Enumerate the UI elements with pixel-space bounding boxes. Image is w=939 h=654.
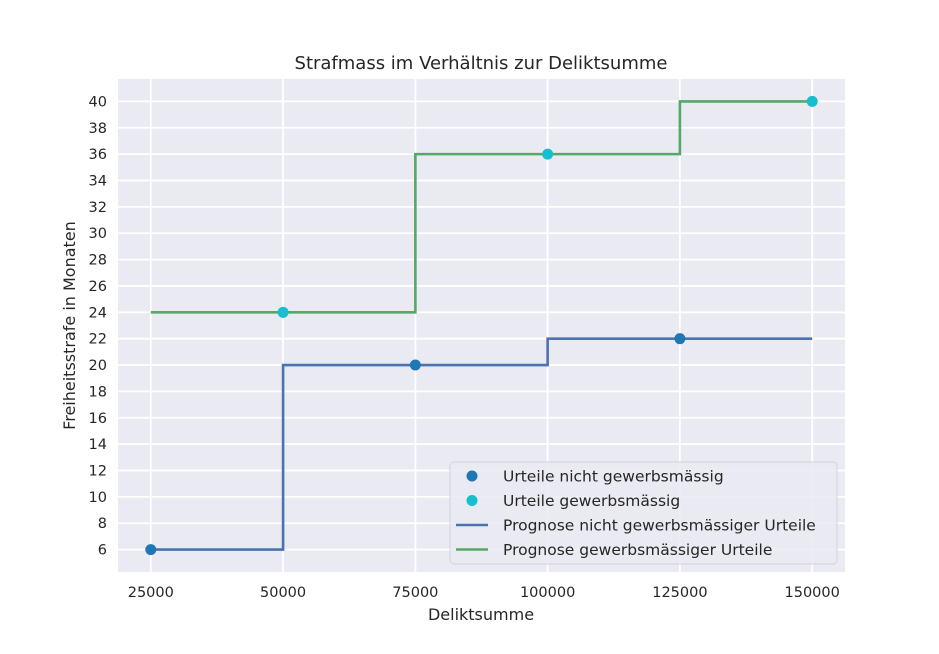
y-tick-label-11: 28 [89, 253, 107, 269]
legend-marker-0 [466, 470, 478, 482]
y-tick-label-17: 40 [89, 94, 107, 110]
y-tick-label-12: 30 [89, 226, 107, 242]
y-tick-label-8: 22 [89, 332, 107, 348]
chart-title: Strafmass im Verhältnis zur Deliktsumme [295, 53, 668, 74]
x-tick-label-2: 75000 [392, 585, 438, 601]
series-1-point-1 [542, 148, 554, 160]
y-tick-label-15: 36 [89, 147, 107, 163]
x-tick-labels: 25000 50000 75000 100000 125000 150000 [128, 585, 840, 601]
y-tick-label-0: 6 [98, 543, 107, 559]
y-tick-label-4: 14 [89, 437, 107, 453]
series-0-point-2 [674, 333, 686, 345]
y-tick-label-1: 8 [98, 516, 107, 532]
x-tick-label-5: 150000 [785, 585, 840, 601]
series-points [145, 95, 818, 556]
legend-label-3: Prognose gewerbsmässiger Urteile [503, 541, 772, 559]
y-tick-label-14: 34 [89, 174, 107, 190]
y-tick-label-16: 38 [89, 121, 107, 137]
x-tick-label-1: 50000 [260, 585, 306, 601]
x-tick-label-0: 25000 [128, 585, 174, 601]
legend: Urteile nicht gewerbsmässig Urteile gewer… [449, 461, 838, 565]
y-tick-label-3: 12 [89, 464, 107, 480]
x-tick-label-3: 100000 [520, 585, 575, 601]
series-0-point-0 [145, 544, 157, 556]
legend-frame [449, 461, 838, 565]
x-axis-label: Deliktsumme [428, 605, 534, 624]
series-0-point-1 [409, 359, 421, 371]
series-1-point-2 [806, 95, 818, 107]
y-axis-label: Freiheitsstrafe in Monaten [60, 221, 79, 430]
y-tick-label-2: 10 [89, 490, 107, 506]
y-tick-label-5: 16 [89, 411, 107, 427]
legend-label-1: Urteile gewerbsmässig [503, 492, 680, 510]
legend-label-2: Prognose nicht gewerbsmässiger Urteile [503, 517, 816, 535]
x-tick-label-4: 125000 [652, 585, 707, 601]
y-tick-label-6: 18 [89, 384, 107, 400]
y-tick-label-9: 24 [89, 305, 107, 321]
y-tick-label-10: 26 [89, 279, 107, 295]
y-tick-label-7: 20 [89, 358, 107, 374]
legend-marker-1 [466, 495, 478, 506]
legend-label-0: Urteile nicht gewerbsmässig [503, 468, 724, 486]
series-1-point-0 [277, 306, 289, 318]
y-tick-label-13: 32 [89, 200, 107, 216]
y-tick-labels: 6 8 10 12 14 16 18 20 22 24 26 28 30 32 34 36 38 40 [89, 94, 107, 558]
